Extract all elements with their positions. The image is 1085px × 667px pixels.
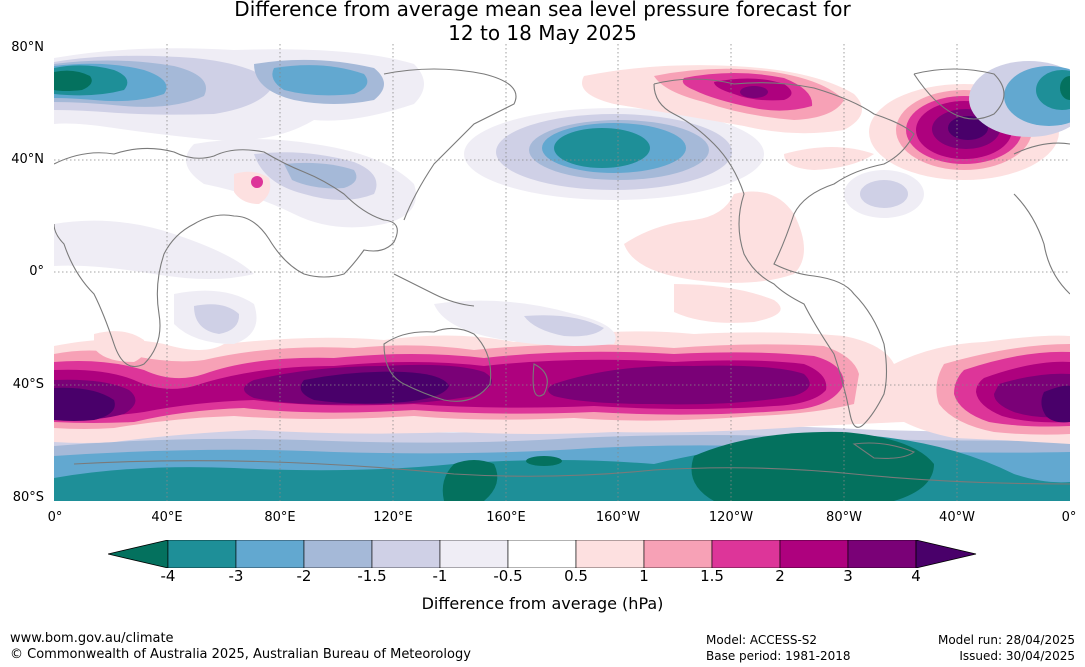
footer-url[interactable]: www.bom.gov.au/climate bbox=[10, 631, 174, 646]
footer-copyright: © Commonwealth of Australia 2025, Austra… bbox=[10, 647, 471, 662]
lon-label-40w: 40°W bbox=[939, 510, 975, 525]
pressure-anomaly-map bbox=[54, 44, 1070, 501]
map-title: Difference from average mean sea level p… bbox=[0, 0, 1085, 45]
lat-label-40s: 40°S bbox=[12, 377, 44, 392]
colorbar-extend-high bbox=[915, 540, 977, 568]
colorbar-tick: -1 bbox=[432, 567, 448, 585]
colorbar-segment bbox=[779, 540, 849, 568]
colorbar-tick: -4 bbox=[160, 567, 176, 585]
footer-model-run: Model run: 28/04/2025 bbox=[937, 633, 1075, 647]
colorbar-segment bbox=[643, 540, 713, 568]
north-america-high bbox=[582, 65, 862, 134]
colorbar-segment bbox=[507, 540, 577, 568]
colorbar-tick: 2 bbox=[775, 567, 785, 585]
colorbar-tick: 1.5 bbox=[700, 567, 724, 585]
colorbar-tick: 0.5 bbox=[564, 567, 588, 585]
lon-label-40e: 40°E bbox=[151, 510, 183, 525]
colorbar-tick: -2 bbox=[296, 567, 312, 585]
colorbar-segment bbox=[439, 540, 509, 568]
colorbar-tick: 4 bbox=[911, 567, 921, 585]
footer-base-period: Base period: 1981-2018 bbox=[706, 649, 851, 663]
colorbar-tick: -3 bbox=[228, 567, 244, 585]
colorbar-segment bbox=[847, 540, 917, 568]
lon-label-0-right: 0° bbox=[1061, 510, 1077, 525]
colorbar-segment bbox=[711, 540, 781, 568]
title-line-2: 12 to 18 May 2025 bbox=[448, 21, 637, 45]
lat-label-80n: 80°N bbox=[11, 40, 44, 55]
colorbar-tick: -0.5 bbox=[493, 567, 523, 585]
lon-label-0-left: 0° bbox=[47, 510, 63, 525]
footer-model: Model: ACCESS-S2 bbox=[706, 633, 818, 647]
colorbar-segment bbox=[235, 540, 305, 568]
north-pacific-low bbox=[464, 108, 764, 200]
colorbar-segment bbox=[371, 540, 441, 568]
lat-label-80s: 80°S bbox=[12, 490, 44, 505]
southern-high-band bbox=[54, 331, 1070, 444]
coastlines bbox=[54, 68, 1070, 485]
colorbar-tick: 1 bbox=[639, 567, 649, 585]
title-line-1: Difference from average mean sea level p… bbox=[234, 0, 851, 21]
lat-label-40n: 40°N bbox=[11, 152, 44, 167]
colorbar-tick: 3 bbox=[843, 567, 853, 585]
lon-label-160w: 160°W bbox=[595, 510, 641, 525]
colorbar-segment bbox=[575, 540, 645, 568]
southern-low-band bbox=[54, 425, 1070, 501]
graticule bbox=[54, 44, 1070, 501]
colorbar-label: Difference from average (hPa) bbox=[421, 594, 664, 613]
lon-label-80w: 80°W bbox=[826, 510, 862, 525]
lat-label-0: 0° bbox=[29, 264, 44, 279]
east-pacific-high-tongue bbox=[94, 147, 874, 362]
colorbar-segment bbox=[303, 540, 373, 568]
lon-label-120w: 120°W bbox=[708, 510, 754, 525]
colorbar bbox=[108, 540, 977, 568]
footer-issued: Issued: 30/04/2025 bbox=[959, 649, 1075, 663]
lon-label-80e: 80°E bbox=[264, 510, 296, 525]
footer-dates: Model run: 28/04/2025 Issued: 30/04/2025 bbox=[880, 632, 1075, 664]
colorbar-extend-low bbox=[108, 540, 169, 568]
lon-label-120e: 120°E bbox=[373, 510, 413, 525]
footer-left: www.bom.gov.au/climate © Commonwealth of… bbox=[10, 631, 471, 663]
lon-label-160e: 160°E bbox=[486, 510, 526, 525]
footer-model-info: Model: ACCESS-S2 Base period: 1981-2018 bbox=[706, 632, 851, 664]
colorbar-tick: -1.5 bbox=[357, 567, 387, 585]
colorbar-segment bbox=[167, 540, 237, 568]
eurasia-low bbox=[54, 48, 1070, 346]
